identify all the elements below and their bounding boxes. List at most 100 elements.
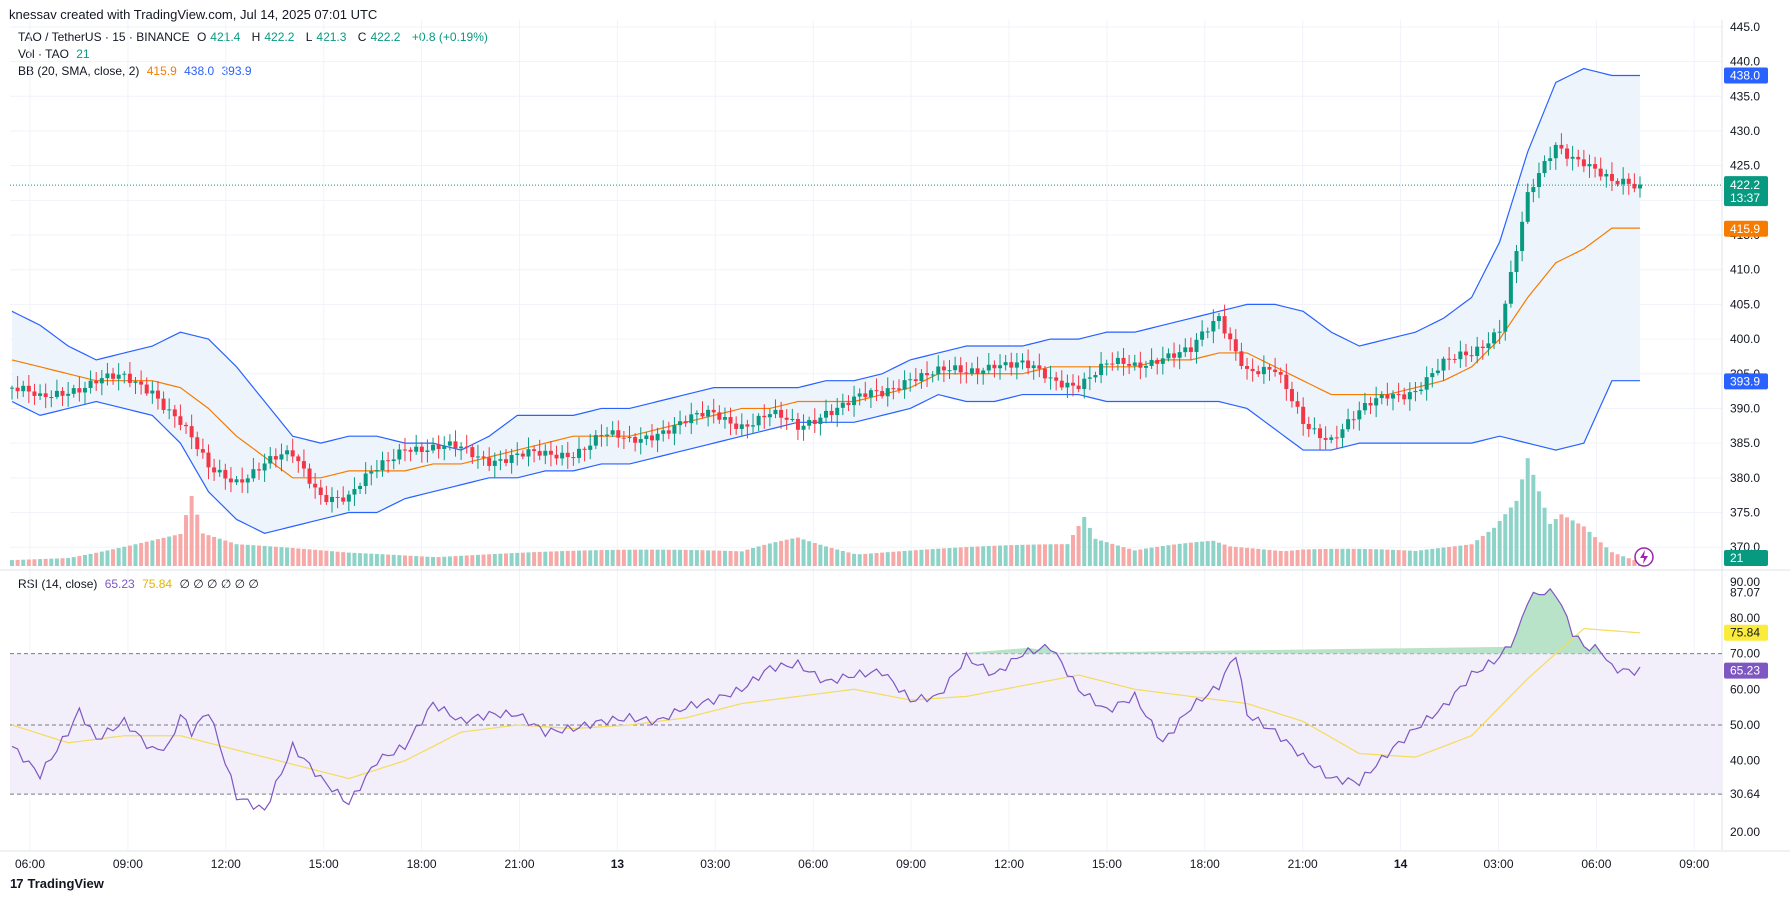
candle[interactable] — [1188, 337, 1193, 361]
candle[interactable] — [1593, 156, 1598, 178]
candle[interactable] — [1250, 358, 1255, 382]
candle[interactable] — [447, 434, 452, 451]
candle[interactable] — [369, 465, 374, 486]
candle[interactable] — [689, 402, 694, 435]
candle[interactable] — [1548, 146, 1553, 170]
candle[interactable] — [380, 451, 385, 477]
candle[interactable] — [678, 410, 683, 435]
candle[interactable] — [77, 376, 82, 402]
bb-basis-badge[interactable]: 415.9 — [1724, 220, 1768, 237]
candle[interactable] — [790, 408, 795, 422]
candle[interactable] — [1615, 178, 1620, 187]
candle[interactable] — [1132, 354, 1137, 371]
candle[interactable] — [1480, 339, 1485, 360]
candle[interactable] — [767, 408, 772, 427]
candle[interactable] — [1362, 392, 1367, 415]
candle[interactable] — [318, 479, 323, 505]
candle[interactable] — [285, 445, 290, 462]
candle[interactable] — [1065, 374, 1070, 398]
bb-upper-badge[interactable]: 438.0 — [1724, 67, 1768, 84]
candle[interactable] — [133, 377, 138, 395]
candle[interactable] — [526, 437, 531, 467]
candle[interactable] — [925, 361, 930, 387]
candle[interactable] — [616, 420, 621, 448]
candle[interactable] — [1211, 309, 1216, 344]
candle[interactable] — [442, 436, 447, 461]
candle[interactable] — [1385, 382, 1390, 406]
candle[interactable] — [54, 379, 59, 400]
candle[interactable] — [717, 405, 722, 424]
candle[interactable] — [1278, 367, 1283, 384]
candle[interactable] — [621, 430, 626, 450]
candle[interactable] — [1553, 142, 1558, 170]
candle[interactable] — [470, 444, 475, 464]
candle[interactable] — [1312, 417, 1317, 435]
candle[interactable] — [1413, 381, 1418, 402]
candle[interactable] — [111, 367, 116, 385]
candle[interactable] — [245, 474, 250, 494]
bb-upper-line[interactable] — [11, 67, 1640, 451]
candle[interactable] — [105, 362, 110, 386]
candle[interactable] — [958, 357, 963, 384]
candle[interactable] — [857, 388, 862, 406]
candle[interactable] — [273, 448, 278, 468]
candle[interactable] — [908, 372, 913, 392]
candle[interactable] — [1626, 173, 1631, 195]
candle[interactable] — [1160, 346, 1165, 375]
volume-badge[interactable]: 21 — [1724, 550, 1768, 566]
candle[interactable] — [1222, 304, 1227, 339]
candle[interactable] — [896, 379, 901, 394]
candle[interactable] — [1031, 360, 1036, 380]
candle[interactable] — [734, 416, 739, 435]
candle[interactable] — [655, 427, 660, 453]
candle[interactable] — [902, 370, 907, 399]
candle[interactable] — [453, 430, 458, 457]
candle[interactable] — [374, 459, 379, 479]
candle[interactable] — [459, 442, 464, 461]
candle[interactable] — [728, 407, 733, 436]
symbol-name[interactable]: TAO / TetherUS · 15 · BINANCE — [18, 30, 190, 44]
candle[interactable] — [1559, 133, 1564, 155]
candle[interactable] — [178, 404, 183, 431]
candle[interactable] — [1430, 368, 1435, 388]
candle[interactable] — [1099, 351, 1104, 384]
candle[interactable] — [672, 417, 677, 446]
candle[interactable] — [1463, 343, 1468, 367]
candle[interactable] — [885, 377, 890, 407]
candle[interactable] — [706, 405, 711, 427]
candle[interactable] — [1110, 352, 1115, 371]
candle[interactable] — [1233, 329, 1238, 361]
candle[interactable] — [795, 412, 800, 440]
candle[interactable] — [1536, 162, 1541, 199]
candle[interactable] — [1087, 366, 1092, 391]
candle[interactable] — [1059, 370, 1064, 391]
bb-legend[interactable]: BB (20, SMA, close, 2) 415.9 438.0 393.9 — [18, 64, 256, 78]
candle[interactable] — [139, 370, 144, 395]
candle[interactable] — [554, 445, 559, 465]
candle[interactable] — [184, 422, 189, 434]
candle[interactable] — [913, 368, 918, 387]
candle[interactable] — [835, 397, 840, 427]
candle[interactable] — [228, 467, 233, 493]
candle[interactable] — [122, 371, 127, 384]
bb-lower-badge[interactable]: 393.9 — [1724, 373, 1768, 390]
candle[interactable] — [82, 381, 87, 405]
candle[interactable] — [167, 398, 172, 420]
candle[interactable] — [1183, 338, 1188, 357]
candle[interactable] — [324, 485, 329, 505]
candle[interactable] — [195, 431, 200, 457]
candle[interactable] — [762, 404, 767, 429]
candle[interactable] — [408, 447, 413, 462]
candle[interactable] — [116, 363, 121, 391]
candle[interactable] — [986, 353, 991, 374]
candle[interactable] — [576, 437, 581, 464]
candle[interactable] — [475, 444, 480, 469]
candle[interactable] — [290, 438, 295, 463]
candle[interactable] — [751, 413, 756, 435]
candle[interactable] — [1267, 364, 1272, 381]
candle[interactable] — [464, 434, 469, 454]
candle[interactable] — [919, 369, 924, 389]
candle[interactable] — [722, 407, 727, 429]
candle[interactable] — [206, 444, 211, 480]
candle[interactable] — [666, 421, 671, 440]
